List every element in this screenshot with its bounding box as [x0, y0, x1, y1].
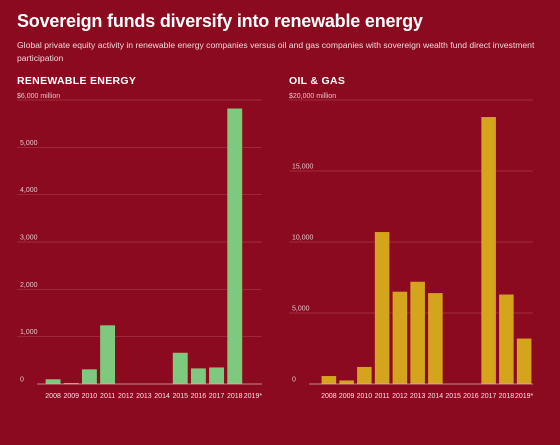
renewable-bar-2008 [45, 379, 61, 384]
oil-gas-bar-2018 [499, 294, 514, 384]
oil-gas-xtick-label: 2012 [392, 393, 408, 400]
renewable-ytick-label: 4,000 [20, 187, 38, 194]
oil-gas-bar-2010 [357, 366, 372, 384]
oil-gas-xtick-label: 2016 [463, 393, 479, 400]
oil-gas-xtick-label: 2009 [339, 393, 355, 400]
oil-gas-bar-2019 [516, 338, 532, 384]
renewable-ytick-label: 2,000 [20, 282, 38, 289]
renewable-bar-2009 [63, 383, 79, 384]
renewable-xtick-label: 2019* [244, 393, 263, 400]
oil-gas-xtick-label: 2015 [445, 393, 461, 400]
renewable-bar-2016 [190, 368, 206, 384]
renewable-xtick-label: 2010 [82, 393, 98, 400]
oil-gas-unit-label: $20,000 million [289, 93, 336, 100]
renewable-bar-2018 [227, 108, 243, 385]
oil-gas-bar-2011 [374, 232, 390, 384]
renewable-xtick-label: 2018 [227, 393, 243, 400]
page-subtitle: Global private equity activity in renewa… [17, 40, 535, 63]
oil-gas-bar-2014 [428, 293, 443, 384]
oil-gas-ytick-label: 5,000 [292, 306, 310, 313]
renewable-bar-2017 [209, 367, 225, 384]
renewable-ytick-label: 0 [20, 377, 24, 384]
oil-gas-chart: OIL & GAS $20,000 million 0 5,000 10,000 15… [289, 75, 534, 400]
oil-gas-xtick-label: 2008 [321, 393, 337, 400]
renewable-xtick-label: 2012 [118, 393, 134, 400]
oil-gas-ytick-label: 0 [292, 377, 296, 384]
oil-gas-xtick-label: 2017 [481, 393, 497, 400]
oil-gas-bar-2013 [410, 281, 425, 384]
renewable-xtick-label: 2011 [100, 393, 115, 400]
renewable-bar-2011 [100, 325, 116, 384]
renewable-xtick-label: 2008 [45, 393, 61, 400]
oil-gas-xtick-label: 2019* [515, 393, 534, 400]
renewable-bar-2010 [81, 369, 97, 384]
oil-gas-ytick-label: 15,000 [292, 164, 314, 171]
renewable-chart-title: RENEWABLE ENERGY [17, 75, 136, 87]
renewable-ytick-label: 1,000 [20, 329, 38, 336]
oil-gas-bar-2017 [481, 117, 496, 384]
oil-gas-xtick-label: 2013 [410, 393, 426, 400]
oil-gas-ytick-label: 10,000 [292, 235, 314, 242]
renewable-ytick-label: 5,000 [20, 140, 38, 147]
oil-gas-xtick-label: 2018 [499, 393, 515, 400]
renewable-ytick-label: 3,000 [20, 235, 38, 242]
oil-gas-chart-title: OIL & GAS [289, 75, 345, 87]
renewable-xtick-label: 2013 [136, 393, 152, 400]
oil-gas-xtick-label: 2014 [428, 393, 444, 400]
oil-gas-bar-2008 [321, 376, 337, 384]
renewable-xtick-label: 2014 [154, 393, 170, 400]
renewable-xtick-label: 2017 [209, 393, 225, 400]
renewable-bar-2015 [172, 352, 188, 384]
oil-gas-xtick-label: 2010 [357, 393, 373, 400]
renewable-xtick-label: 2009 [63, 393, 79, 400]
renewable-unit-label: $6,000 million [17, 93, 60, 100]
page-title: Sovereign funds diversify into renewable… [17, 11, 423, 31]
oil-gas-bar-2009 [339, 380, 354, 384]
renewable-xtick-label: 2015 [172, 393, 188, 400]
oil-gas-xtick-label: 2011 [375, 393, 390, 400]
oil-gas-bar-2012 [392, 291, 408, 384]
renewable-xtick-label: 2016 [191, 393, 207, 400]
renewable-energy-chart: RENEWABLE ENERGY $6,000 million 0 1,000 2,… [17, 75, 262, 400]
